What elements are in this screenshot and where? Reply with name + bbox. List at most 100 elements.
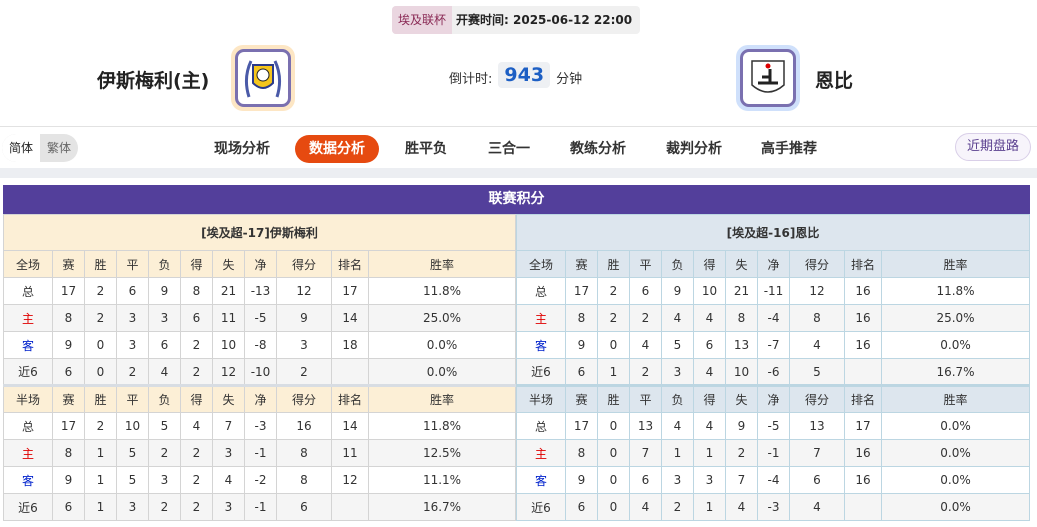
cell: 0 (84, 331, 117, 359)
tab-three-in-one[interactable]: 三合一 (488, 141, 530, 157)
cell: 6 (116, 277, 149, 305)
cell: 8 (180, 277, 213, 305)
cell: 0.0% (881, 412, 1030, 440)
home-team-name[interactable]: 伊斯梅利(主) (97, 70, 210, 92)
cell: 4 (693, 358, 726, 386)
column-header: 平 (629, 384, 662, 413)
column-header: 排名 (331, 250, 369, 278)
table-row: 总 17 2 6 9 8 21 -13 12 17 11.8% (3, 277, 516, 305)
full-header-row: 全场赛胜平负得失净得分 排名 胜率 (3, 250, 516, 278)
column-header: 赛 (565, 250, 598, 278)
cell: 6 (148, 331, 181, 359)
recent-trend-button[interactable]: 近期盘路 (954, 133, 1031, 161)
column-header: 得分 (789, 384, 845, 413)
row-label: 近6 (3, 493, 53, 521)
cell: 4 (661, 304, 694, 332)
table-row: 近6 6 1 2 3 4 10 -6 5 16.7% (516, 358, 1030, 386)
cell: 6 (565, 493, 598, 521)
cell: 2 (180, 493, 213, 521)
cell: 0 (597, 439, 630, 467)
cell: 0.0% (881, 466, 1030, 494)
column-header: 全场 (516, 250, 566, 278)
column-header: 失 (212, 384, 245, 413)
lang-traditional[interactable]: 繁体 (47, 141, 72, 155)
column-header: 得 (180, 250, 213, 278)
cell: 0 (597, 412, 630, 440)
tab-coach-analysis[interactable]: 教练分析 (570, 141, 626, 157)
cell: 0 (597, 493, 630, 521)
column-header: 负 (661, 384, 694, 413)
cell: 3 (693, 466, 726, 494)
cell: 9 (725, 412, 758, 440)
tab-win-draw-loss[interactable]: 胜平负 (405, 141, 447, 157)
column-header: 排名 (844, 384, 882, 413)
divider-band (0, 168, 1037, 178)
column-header: 失 (725, 250, 758, 278)
table-row: 客 9 0 3 6 2 10 -8 3 18 0.0% (3, 331, 516, 359)
half-header-row: 半场赛胜平负得失净得分 排名 胜率 (3, 384, 516, 413)
cell: 2 (84, 412, 117, 440)
cell: -5 (757, 412, 790, 440)
tab-data-analysis[interactable]: 数据分析 (295, 135, 379, 163)
cell: 6 (52, 493, 85, 521)
tab-expert-picks[interactable]: 高手推荐 (761, 141, 817, 157)
cell: 16.7% (881, 358, 1030, 386)
cell: 8 (789, 304, 845, 332)
home-team-logo[interactable] (231, 45, 295, 111)
row-label: 客 (3, 466, 53, 494)
cell: 17 (565, 277, 598, 305)
cell: 1 (597, 358, 630, 386)
cell: 3 (212, 493, 245, 521)
column-header: 排名 (844, 250, 882, 278)
cell: 16 (844, 277, 882, 305)
language-toggle: 简体 繁体 (2, 134, 79, 162)
cell (331, 358, 369, 386)
cell: 0.0% (368, 331, 516, 359)
cell: 8 (565, 304, 598, 332)
column-header: 净 (757, 384, 790, 413)
cell: 4 (693, 304, 726, 332)
match-info-pill: 埃及联杯 开赛时间: 2025-06-12 22:00 (392, 6, 641, 34)
cell: 6 (693, 331, 726, 359)
lang-simplified[interactable]: 简体 (2, 134, 41, 162)
cell: 1 (661, 439, 694, 467)
table-row: 主 8 1 5 2 2 3 -1 8 11 12.5% (3, 439, 516, 467)
cell: 9 (276, 304, 332, 332)
cell: 13 (629, 412, 662, 440)
cell: 6 (789, 466, 845, 494)
cell: 4 (693, 412, 726, 440)
cell (844, 493, 882, 521)
cell: 16 (844, 304, 882, 332)
cell: 0 (597, 466, 630, 494)
column-header: 胜率 (368, 384, 516, 413)
column-header: 得分 (276, 384, 332, 413)
cell: 4 (629, 331, 662, 359)
cell: 1 (84, 466, 117, 494)
cell: 7 (629, 439, 662, 467)
table-row: 近6 6 1 3 2 2 3 -1 6 16.7% (3, 493, 516, 521)
away-team-name[interactable]: 恩比 (815, 70, 854, 92)
cell: 2 (276, 358, 332, 386)
countdown: 倒计时: 943 分钟 (449, 62, 582, 88)
cell: 4 (629, 493, 662, 521)
cell: 4 (180, 412, 213, 440)
column-header: 净 (757, 250, 790, 278)
column-header: 平 (116, 384, 149, 413)
tab-referee-analysis[interactable]: 裁判分析 (666, 141, 722, 157)
cell: 25.0% (881, 304, 1030, 332)
away-team-logo[interactable] (736, 45, 800, 111)
tab-live-analysis[interactable]: 现场分析 (214, 141, 270, 157)
cell: 10 (116, 412, 149, 440)
table-row: 客 9 1 5 3 2 4 -2 8 12 11.1% (3, 466, 516, 494)
column-header: 负 (661, 250, 694, 278)
cell: 6 (276, 493, 332, 521)
cell: 4 (789, 493, 845, 521)
league-badge[interactable]: 埃及联杯 (392, 6, 453, 34)
cell: 3 (116, 493, 149, 521)
cell: 14 (331, 304, 369, 332)
cell: 2 (180, 439, 213, 467)
enppi-crest-icon (751, 60, 785, 93)
row-label: 近6 (516, 493, 566, 521)
cell: 2 (180, 358, 213, 386)
cell: 1 (693, 493, 726, 521)
